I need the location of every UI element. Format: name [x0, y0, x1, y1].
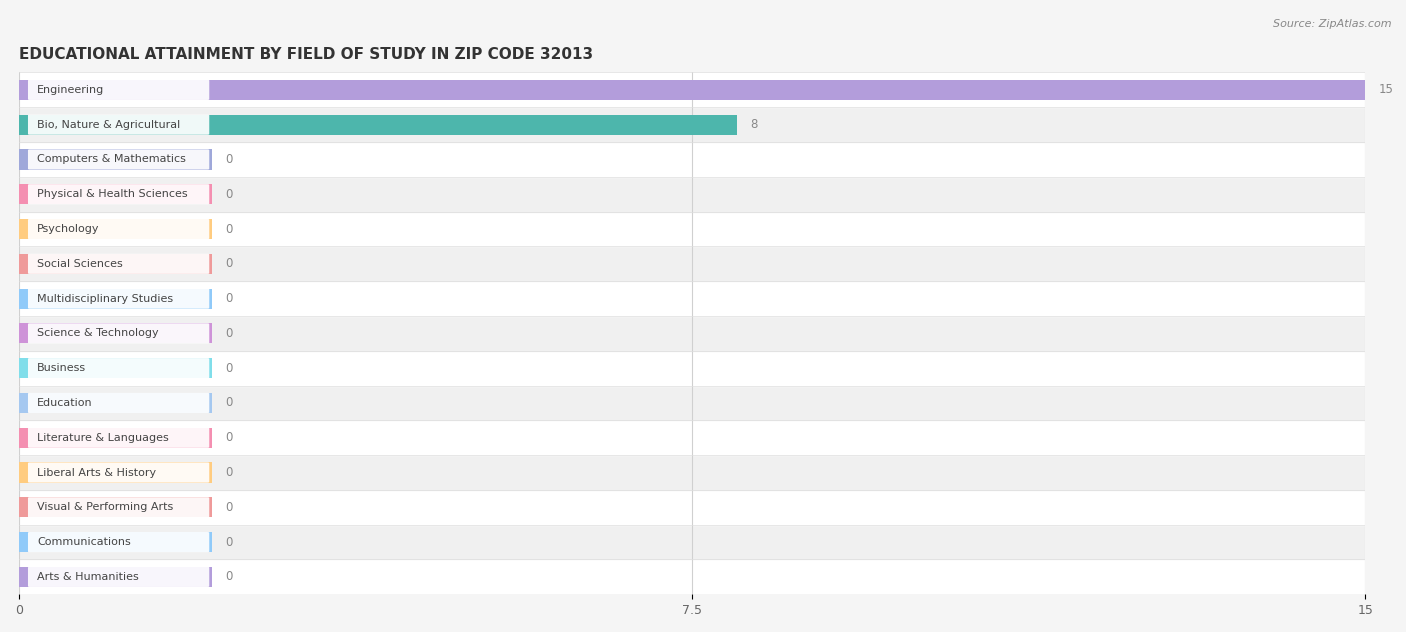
- Bar: [20, 107, 1365, 142]
- FancyBboxPatch shape: [28, 219, 209, 239]
- Bar: [20, 386, 1365, 420]
- Bar: [20, 393, 212, 413]
- Text: 8: 8: [751, 118, 758, 131]
- Bar: [20, 428, 212, 448]
- Text: Education: Education: [37, 398, 93, 408]
- Bar: [20, 351, 1365, 386]
- Bar: [20, 532, 212, 552]
- Text: 0: 0: [225, 396, 233, 410]
- FancyBboxPatch shape: [28, 253, 209, 274]
- Text: Literature & Languages: Literature & Languages: [37, 433, 169, 443]
- Text: 0: 0: [225, 362, 233, 375]
- Text: 0: 0: [225, 188, 233, 201]
- Bar: [20, 80, 1365, 100]
- FancyBboxPatch shape: [28, 114, 209, 135]
- FancyBboxPatch shape: [28, 428, 209, 448]
- FancyBboxPatch shape: [28, 80, 209, 100]
- Bar: [20, 420, 1365, 455]
- Bar: [20, 253, 212, 274]
- Bar: [20, 219, 212, 239]
- Bar: [20, 525, 1365, 559]
- Text: Psychology: Psychology: [37, 224, 100, 234]
- FancyBboxPatch shape: [28, 324, 209, 343]
- Text: 0: 0: [225, 535, 233, 549]
- Text: Physical & Health Sciences: Physical & Health Sciences: [37, 189, 187, 199]
- Text: 0: 0: [225, 466, 233, 479]
- Text: Business: Business: [37, 363, 86, 373]
- FancyBboxPatch shape: [28, 463, 209, 483]
- Bar: [20, 455, 1365, 490]
- Bar: [20, 177, 1365, 212]
- Text: Computers & Mathematics: Computers & Mathematics: [37, 154, 186, 164]
- Text: EDUCATIONAL ATTAINMENT BY FIELD OF STUDY IN ZIP CODE 32013: EDUCATIONAL ATTAINMENT BY FIELD OF STUDY…: [20, 47, 593, 61]
- Bar: [20, 212, 1365, 246]
- Bar: [20, 559, 1365, 594]
- Text: Source: ZipAtlas.com: Source: ZipAtlas.com: [1274, 19, 1392, 29]
- FancyBboxPatch shape: [28, 184, 209, 204]
- Text: Multidisciplinary Studies: Multidisciplinary Studies: [37, 294, 173, 303]
- Bar: [20, 114, 737, 135]
- Text: 0: 0: [225, 327, 233, 340]
- Bar: [20, 73, 1365, 107]
- FancyBboxPatch shape: [28, 532, 209, 552]
- Bar: [20, 490, 1365, 525]
- Text: Engineering: Engineering: [37, 85, 104, 95]
- Text: 0: 0: [225, 431, 233, 444]
- Text: 0: 0: [225, 222, 233, 236]
- Bar: [20, 567, 212, 587]
- Text: 15: 15: [1379, 83, 1393, 97]
- Bar: [20, 142, 1365, 177]
- Bar: [20, 463, 212, 483]
- Bar: [20, 246, 1365, 281]
- Text: 0: 0: [225, 292, 233, 305]
- Text: 0: 0: [225, 571, 233, 583]
- Text: 0: 0: [225, 501, 233, 514]
- Text: Science & Technology: Science & Technology: [37, 329, 159, 338]
- Text: Bio, Nature & Agricultural: Bio, Nature & Agricultural: [37, 119, 180, 130]
- Bar: [20, 316, 1365, 351]
- Bar: [20, 358, 212, 379]
- Text: 0: 0: [225, 257, 233, 270]
- FancyBboxPatch shape: [28, 567, 209, 587]
- Text: Liberal Arts & History: Liberal Arts & History: [37, 468, 156, 478]
- Text: Visual & Performing Arts: Visual & Performing Arts: [37, 502, 173, 513]
- Text: 0: 0: [225, 153, 233, 166]
- Bar: [20, 289, 212, 308]
- Bar: [20, 497, 212, 518]
- Bar: [20, 149, 212, 169]
- Bar: [20, 184, 212, 204]
- FancyBboxPatch shape: [28, 497, 209, 518]
- FancyBboxPatch shape: [28, 358, 209, 379]
- Text: Social Sciences: Social Sciences: [37, 259, 122, 269]
- FancyBboxPatch shape: [28, 393, 209, 413]
- Text: Communications: Communications: [37, 537, 131, 547]
- Bar: [20, 281, 1365, 316]
- Text: Arts & Humanities: Arts & Humanities: [37, 572, 139, 582]
- FancyBboxPatch shape: [28, 289, 209, 308]
- FancyBboxPatch shape: [28, 149, 209, 169]
- Bar: [20, 324, 212, 343]
